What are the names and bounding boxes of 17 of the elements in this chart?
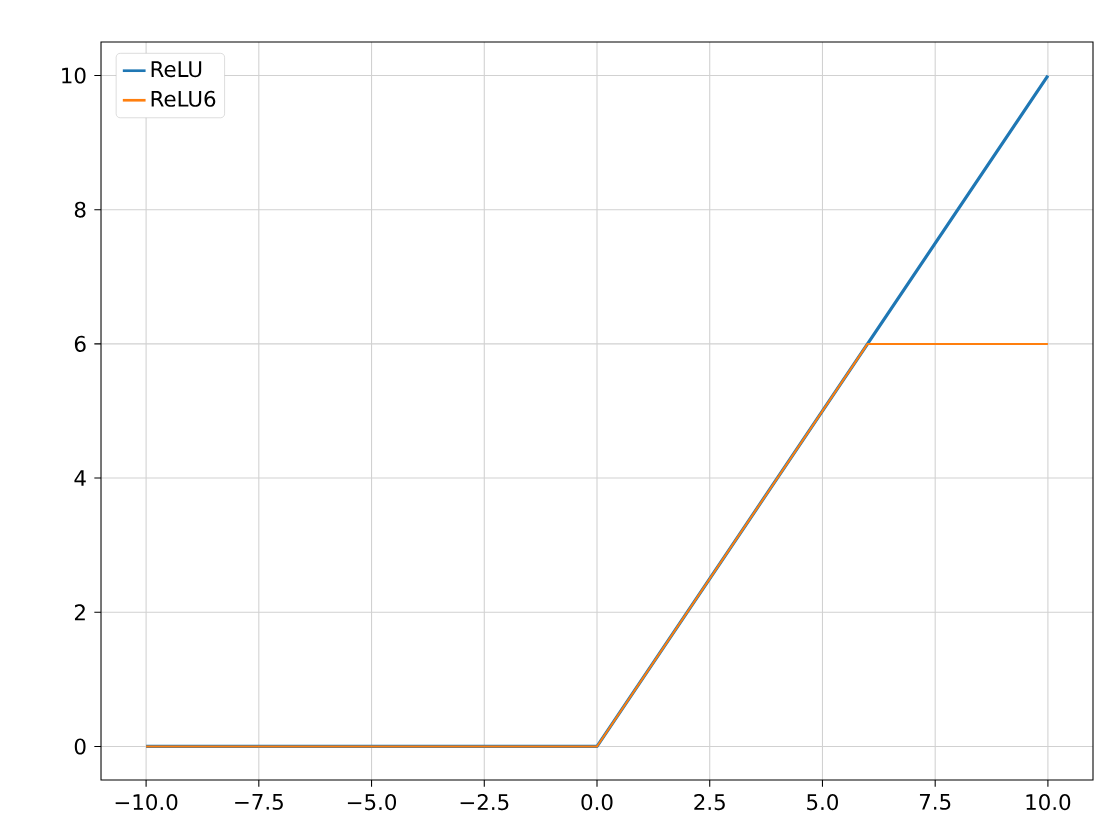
- x-tick-label: −10.0: [115, 794, 178, 811]
- y-tick-label: 2: [74, 604, 85, 621]
- x-tick-label: 7.5: [919, 794, 951, 810]
- x-tick-label: 2.5: [694, 794, 725, 811]
- x-tick-label: 10.0: [1026, 794, 1071, 811]
- x-tick-label: 0.0: [581, 794, 613, 811]
- y-tick-label: 6: [74, 335, 86, 352]
- legend-label: ReLU: [151, 61, 202, 78]
- x-tick-label: −7.5: [235, 794, 283, 810]
- y-tick-label: 4: [74, 470, 86, 486]
- y-tick-label: 8: [74, 201, 86, 218]
- legend-label: ReLU6: [151, 90, 216, 107]
- x-tick-label: −2.5: [460, 794, 509, 811]
- x-tick-label: −5.0: [347, 794, 397, 811]
- x-tick-label: 5.0: [807, 794, 838, 811]
- y-tick-label: 0: [74, 738, 86, 755]
- y-tick-label: 10: [62, 67, 86, 84]
